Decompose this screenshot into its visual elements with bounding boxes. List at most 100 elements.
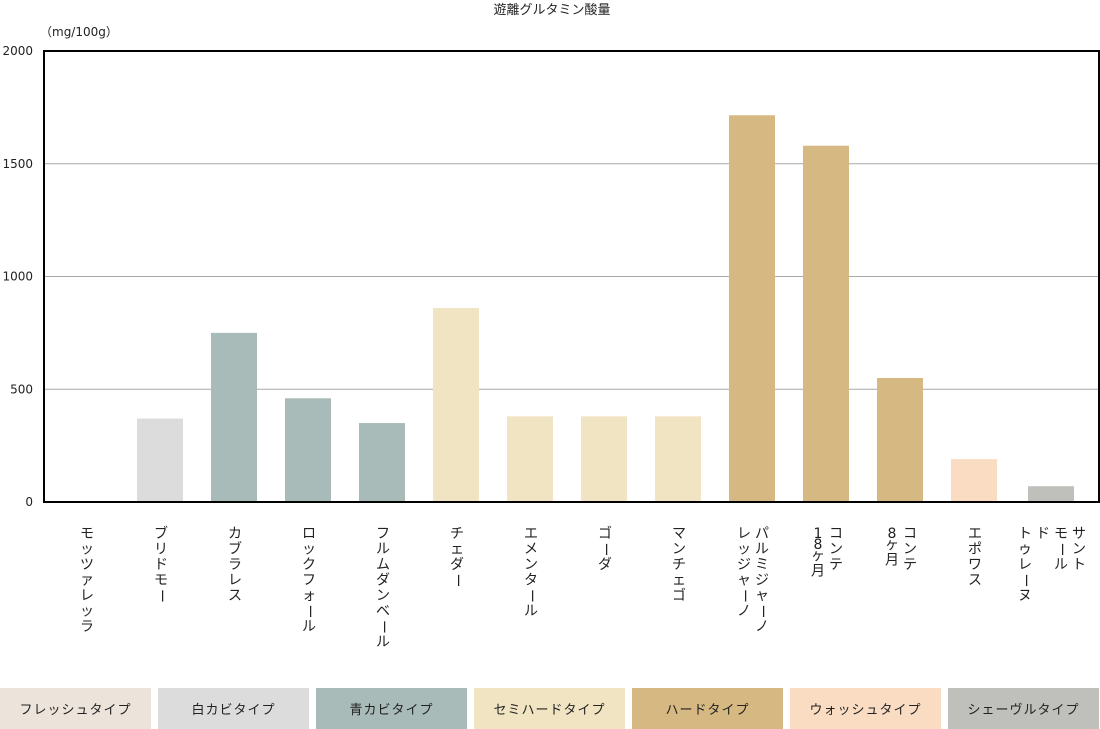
x-label-glyph: ト <box>1072 557 1086 573</box>
x-label-glyph: ー <box>1017 574 1033 588</box>
x-label-glyph: ル <box>376 542 390 558</box>
x-label-glyph: カ <box>228 526 242 542</box>
legend-label: フレッシュタイプ <box>19 703 132 718</box>
x-label-glyph: ー <box>754 605 770 619</box>
x-label-glyph: ン <box>376 588 390 604</box>
x-label-glyph: 1 <box>814 526 823 542</box>
x-label-glyph: チ <box>672 557 686 573</box>
x-label-glyph: ー <box>736 589 752 603</box>
x-label-glyph: ァ <box>80 573 94 589</box>
legend-label: シェーヴルタイプ <box>967 703 1080 718</box>
x-label-glyph: ブ <box>228 541 242 558</box>
legend-item-fresh: フレッシュタイプ <box>0 688 151 729</box>
x-label-glyph: エ <box>524 526 538 542</box>
x-label-glyph: 月 <box>885 553 899 569</box>
bar <box>285 398 331 502</box>
x-label-glyph: ロ <box>302 526 316 542</box>
x-label-glyph: ジ <box>755 573 769 589</box>
bar <box>803 145 849 502</box>
x-label-glyph: ド <box>154 557 168 573</box>
x-label-glyph: ル <box>524 604 538 620</box>
bar <box>507 416 553 502</box>
x-label-glyph: ン <box>829 542 843 558</box>
x-label-glyph: 8 <box>888 526 897 542</box>
legend-label: 青カビタイプ <box>349 703 434 718</box>
x-label-glyph: ー <box>1053 543 1069 557</box>
x-label-glyph: ダ <box>450 557 464 573</box>
x-label-glyph: テ <box>903 557 917 573</box>
legend: フレッシュタイプ 白カビタイプ 青カビタイプ セミハードタイプ ハードタイプ ウォッシュタ… <box>0 688 1100 729</box>
x-label-glyph: ノ <box>737 604 751 620</box>
x-category-label: ゴーダ <box>597 525 613 573</box>
x-label-glyph: ラ <box>228 557 242 573</box>
x-label-glyph: ン <box>524 557 538 573</box>
x-label-glyph: ー <box>153 589 169 603</box>
x-label-glyph: ダ <box>376 573 390 589</box>
x-label-glyph: モ <box>154 573 168 589</box>
x-label-glyph: コ <box>829 526 843 542</box>
x-label-glyph: ェ <box>672 573 686 589</box>
x-label-glyph: ヶ <box>811 548 825 564</box>
legend-item-chevre: シェーヴルタイプ <box>948 688 1099 729</box>
x-label-glyph: 8 <box>814 537 823 553</box>
x-label-glyph: ャ <box>737 573 751 589</box>
x-label-glyph: ヶ <box>885 537 899 553</box>
x-label-glyph: テ <box>829 557 843 573</box>
x-label-glyph: ッ <box>302 542 316 558</box>
x-label-glyph: レ <box>737 526 751 542</box>
x-label-glyph: タ <box>524 573 538 589</box>
x-label-glyph: ダ <box>598 557 612 573</box>
x-label-glyph: レ <box>80 588 94 604</box>
x-label-glyph: エ <box>968 526 982 542</box>
legend-item-semihard: セミハードタイプ <box>474 688 625 729</box>
x-label-glyph: ッ <box>737 542 751 558</box>
y-tick-label: 500 <box>10 382 33 396</box>
legend-label: 白カビタイプ <box>191 703 276 718</box>
bar <box>211 332 257 502</box>
x-label-glyph: ー <box>523 589 539 603</box>
legend-item-white: 白カビタイプ <box>158 688 309 729</box>
legend-item-hard: ハードタイプ <box>632 688 783 729</box>
x-label-glyph: ク <box>302 557 316 573</box>
bar <box>1028 486 1074 502</box>
x-label-glyph: ワ <box>968 557 982 573</box>
plot-frame <box>43 50 1100 503</box>
x-label-glyph: リ <box>154 542 168 558</box>
y-tick-label: 1500 <box>2 157 33 171</box>
x-label-glyph: ヌ <box>1018 588 1032 604</box>
x-label-glyph: ル <box>302 619 316 635</box>
bar <box>655 416 701 502</box>
x-label-glyph: ル <box>376 635 390 651</box>
bar <box>581 416 627 502</box>
bar <box>433 308 479 502</box>
x-label-glyph: モ <box>80 526 94 542</box>
x-label-glyph: コ <box>903 526 917 542</box>
x-label-glyph: ゴ <box>672 587 686 604</box>
x-label-glyph: ル <box>1054 557 1068 573</box>
x-label-glyph: サ <box>1072 526 1086 542</box>
x-label-glyph: ー <box>597 543 613 557</box>
x-label-glyph: ツ <box>80 557 94 573</box>
x-label-glyph: ブ <box>154 525 168 542</box>
bar <box>359 423 405 502</box>
x-label-glyph: フ <box>302 573 316 589</box>
x-label-glyph: ル <box>755 542 769 558</box>
x-label-glyph: ェ <box>450 542 464 558</box>
x-label-glyph: ン <box>903 542 917 558</box>
x-label-glyph: フ <box>376 526 390 542</box>
x-label-glyph: ー <box>375 620 391 634</box>
y-tick-label: 2000 <box>2 44 33 58</box>
x-label-glyph: モ <box>1054 526 1068 542</box>
x-label-glyph: 月 <box>811 564 825 580</box>
y-tick-label: 1000 <box>2 270 33 284</box>
